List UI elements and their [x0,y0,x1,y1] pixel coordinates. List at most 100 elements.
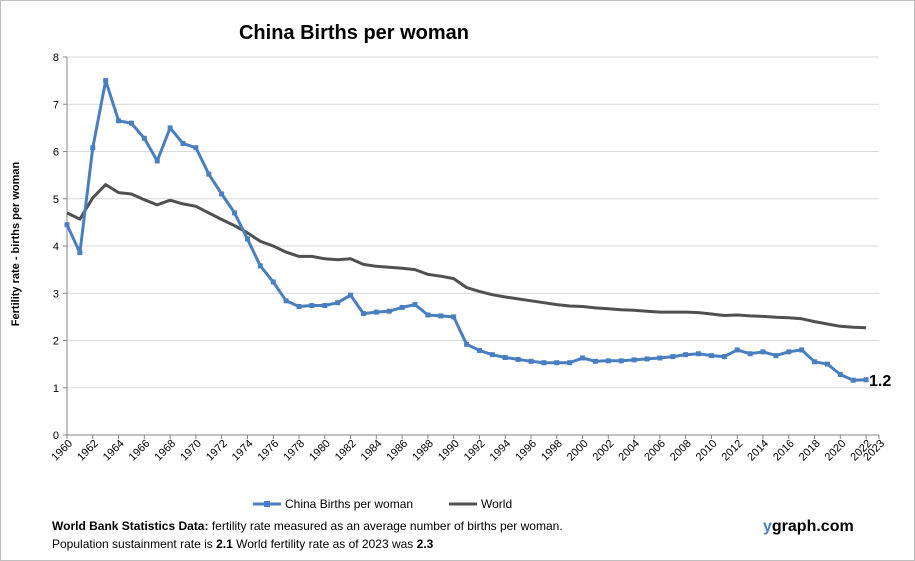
footnote-description: fertility rate measured as an average nu… [208,519,563,533]
series-lines [64,78,869,383]
x-tick-label: 1998 [539,438,565,464]
data-point-china [64,222,70,228]
chart-title: China Births per woman [239,22,469,44]
y-tick-label: 7 [53,99,59,111]
y-tick-label: 1 [53,383,59,395]
data-point-china [824,361,830,367]
footnote-sustain-value: 2.1 [216,537,233,551]
data-point-china [451,314,457,320]
data-point-china [773,353,779,359]
x-tick-label: 2002 [591,438,617,464]
x-tick-label: 1968 [152,438,178,464]
y-tick-label: 6 [53,147,59,159]
data-point-china [657,355,663,361]
data-point-china [799,347,805,353]
data-point-china [554,360,560,366]
footnote-world-value: 2.3 [416,537,434,551]
data-point-china [335,300,341,306]
x-tick-label: 1974 [230,438,256,464]
x-tick-label: 1972 [204,438,230,464]
data-point-china [734,347,740,353]
data-point-china [670,354,676,360]
x-tick-label: 2016 [771,438,797,464]
x-tick-label: 2020 [823,438,849,464]
x-tick-label: 2006 [642,438,668,464]
x-tick-label: 1970 [178,438,204,464]
data-point-china [309,303,315,309]
data-point-china [90,145,96,151]
footnote-line-2: Population sustainment rate is 2.1 World… [52,535,563,553]
y-tick-labels: 0 1 2 3 4 5 6 7 8 [53,52,59,442]
data-point-china [141,135,147,141]
data-point-china [515,356,521,362]
data-point-china [863,377,869,383]
data-point-china [386,308,392,314]
footnote-line-1: World Bank Statistics Data: fertility ra… [52,517,563,535]
data-point-china [193,145,199,151]
data-point-china [412,302,418,308]
data-point-china [464,341,470,347]
data-point-china [696,351,702,357]
data-point-china [296,303,302,309]
data-point-china [489,352,495,358]
x-tick-label: 1986 [384,438,410,464]
data-point-china [476,347,482,353]
x-tick-label: 1978 [281,438,307,464]
data-point-china [541,360,547,366]
data-point-china [219,191,225,197]
legend-marker-china [264,501,270,507]
x-tick-label: 2008 [668,438,694,464]
legend-label-china: China Births per woman [285,497,413,511]
series-line-china [65,79,867,382]
x-tick-label: 1984 [359,438,385,464]
end-value-label: 1.2 [869,373,891,390]
x-tick-label: 2010 [694,438,720,464]
y-axis-title: Fertility rate - births per woman [10,162,22,327]
data-point-china [528,358,534,364]
data-point-china [683,352,689,358]
x-tick-label: 1982 [333,438,359,464]
y-tick-label: 4 [53,241,59,253]
data-point-china [373,309,379,315]
data-point-china [786,349,792,355]
data-point-china [360,311,366,317]
data-point-china [283,298,289,304]
data-point-china [721,354,727,360]
data-point-china [631,357,637,363]
data-point-china [128,120,134,126]
x-tick-label: 2018 [797,438,823,464]
data-point-china [837,372,843,378]
data-point-china [244,236,250,242]
data-point-china [154,158,160,164]
data-point-china [708,353,714,359]
brand-logo-y: y [763,518,772,535]
data-point-china [270,279,276,285]
y-tick-label: 5 [53,194,59,206]
x-tick-label: 1996 [513,438,539,464]
data-point-china [167,125,173,131]
y-tick-label: 8 [53,52,59,64]
grid-lines [67,56,879,389]
data-point-china [580,355,586,361]
data-point-china [644,356,650,362]
axes [63,56,880,439]
y-tick-label: 0 [53,430,59,442]
x-tick-label: 1992 [462,438,488,464]
brand-logo: ygraph.com [763,518,854,536]
data-point-china [438,313,444,319]
data-point-china [257,263,263,269]
data-point-china [77,250,83,256]
x-tick-label: 1976 [256,438,282,464]
y-tick-label: 2 [53,336,59,348]
data-point-china [812,359,818,365]
series-line-world [66,183,867,330]
data-point-china [502,355,508,361]
x-tick-label: 1988 [410,438,436,464]
x-tick-label: 1980 [307,438,333,464]
footnote-world-text: World fertility rate as of 2023 was [232,537,417,551]
data-point-china [747,351,753,357]
brand-logo-text: graph.com [771,518,854,535]
x-tick-label: 1964 [101,438,127,464]
legend-label-world: World [481,497,512,511]
